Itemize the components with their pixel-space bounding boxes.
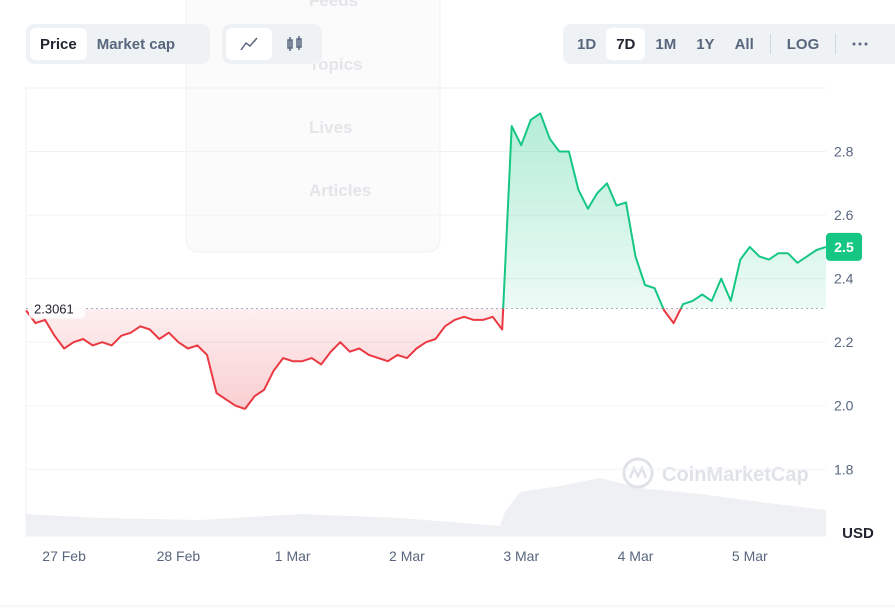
separator <box>835 34 837 54</box>
watermark: CoinMarketCap <box>622 457 809 489</box>
y-tick-label: 2.6 <box>834 207 854 223</box>
volume-area <box>26 478 826 536</box>
y-tick-label: 2.8 <box>834 144 854 160</box>
price-line <box>25 112 827 410</box>
log-toggle[interactable]: LOG <box>786 35 820 53</box>
y-tick-label: 2.0 <box>834 398 854 414</box>
price-area <box>26 113 826 409</box>
menu-item: Articles <box>309 181 371 200</box>
range-all[interactable]: All <box>734 35 754 53</box>
baseline-label: 2.3061 <box>34 301 74 316</box>
menu-item: Feeds <box>309 0 358 10</box>
tab-market-cap[interactable]: Market cap <box>96 35 176 53</box>
menu-item: Lives <box>309 118 352 137</box>
y-tick-label: 2.4 <box>834 271 854 287</box>
range-1d[interactable]: 1D <box>577 35 597 53</box>
line-chart-button[interactable] <box>226 28 272 60</box>
x-tick-label: 2 Mar <box>389 548 425 564</box>
range-1y[interactable]: 1Y <box>696 35 715 53</box>
candle-chart-button[interactable] <box>272 28 318 60</box>
currency-label: USD <box>842 525 874 542</box>
range-7d[interactable]: 7D <box>606 28 646 60</box>
baseline-label-bg <box>29 298 85 319</box>
menu-item: Topics <box>309 55 363 74</box>
y-tick-label: 1.8 <box>834 461 854 477</box>
watermark-text: CoinMarketCap <box>662 464 809 486</box>
metric-tabs: Price Market cap <box>26 24 210 64</box>
x-tick-label: 5 Mar <box>732 548 768 564</box>
chart-type-tabs <box>222 24 322 64</box>
x-tick-label: 1 Mar <box>275 548 311 564</box>
more-icon <box>852 42 868 46</box>
plot: 1.8 2.0 2.2 2.4 2.6 2.8 27 Feb 28 Feb 1 Mar 2 Mar… <box>25 112 862 564</box>
y-tick-label: 2.2 <box>834 334 854 350</box>
separator <box>769 34 771 54</box>
x-tick-label: 28 Feb <box>157 548 201 564</box>
range-tabs: 1D 7D 1M 1Y All LOG <box>563 24 895 64</box>
x-tick-label: 4 Mar <box>618 548 654 564</box>
candle-icon <box>287 36 302 51</box>
last-price-badge <box>826 232 862 261</box>
tab-price[interactable]: Price <box>30 28 87 60</box>
last-price-label: 2.5 <box>834 239 854 255</box>
line-icon <box>240 37 258 51</box>
range-1m[interactable]: 1M <box>655 35 677 53</box>
x-tick-label: 3 Mar <box>503 548 539 564</box>
more-button[interactable] <box>842 28 878 60</box>
x-tick-label: 27 Feb <box>42 548 86 564</box>
